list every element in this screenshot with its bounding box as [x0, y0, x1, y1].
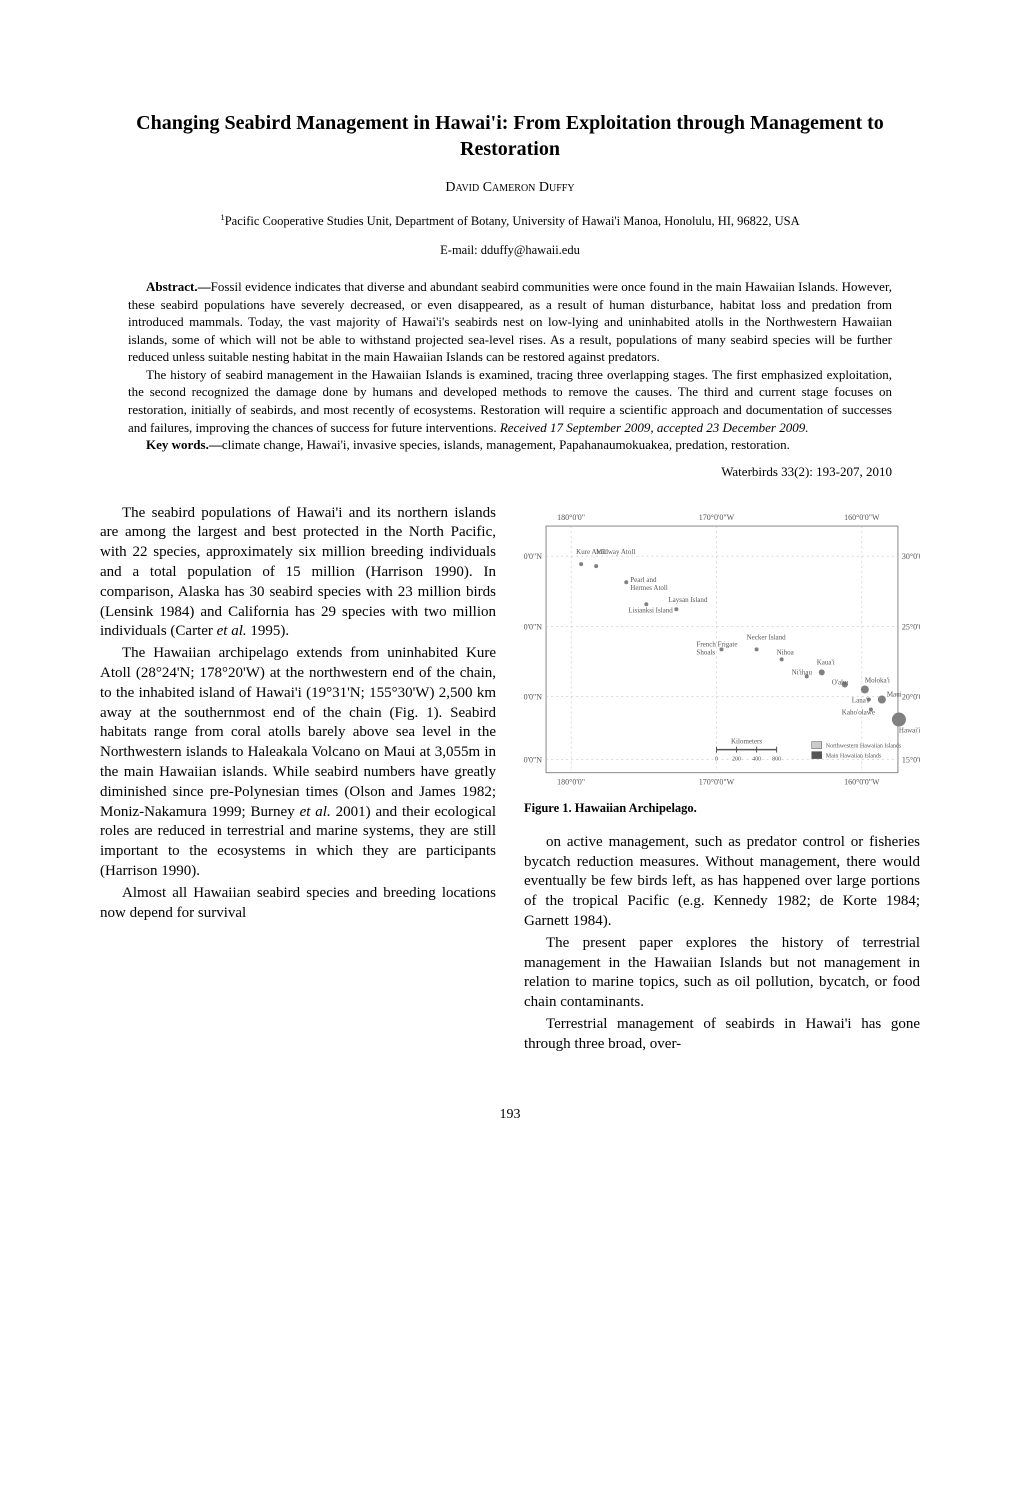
- svg-text:Kaho'olawe: Kaho'olawe: [842, 708, 875, 716]
- svg-text:Maui: Maui: [887, 690, 902, 698]
- svg-text:15°0'0"N: 15°0'0"N: [524, 755, 542, 764]
- page-number: 193: [100, 1107, 920, 1123]
- keywords-text: climate change, Hawai'i, invasive specie…: [222, 437, 790, 452]
- svg-text:O'ahu: O'ahu: [832, 678, 849, 686]
- abstract: Abstract.—Fossil evidence indicates that…: [128, 278, 892, 453]
- article-title: Changing Seabird Management in Hawai'i: …: [100, 110, 920, 162]
- body-p3: Almost all Hawaiian seabird species and …: [100, 884, 496, 924]
- figure-1-caption: Figure 1. Hawaiian Archipelago.: [524, 800, 920, 817]
- svg-text:25°0'0"N: 25°0'0"N: [902, 622, 920, 631]
- svg-text:Hermes Atoll: Hermes Atoll: [630, 584, 668, 592]
- svg-text:Lisianksi Island: Lisianksi Island: [628, 606, 673, 614]
- svg-text:Moloka'i: Moloka'i: [865, 676, 890, 684]
- affiliation: 1Pacific Cooperative Studies Unit, Depar…: [100, 212, 920, 229]
- journal-citation: Waterbirds 33(2): 193-207, 2010: [100, 464, 892, 480]
- svg-text:Main Hawaiian Islands: Main Hawaiian Islands: [826, 753, 882, 759]
- svg-text:30°0'0"N: 30°0'0"N: [524, 552, 542, 561]
- svg-text:Pearl and: Pearl and: [630, 576, 657, 584]
- svg-text:Kilometers: Kilometers: [731, 737, 762, 745]
- svg-text:Ni'ihau: Ni'ihau: [792, 668, 813, 676]
- abstract-p1: Fossil evidence indicates that diverse a…: [128, 279, 892, 364]
- body-p1: The seabird populations of Hawai'i and i…: [100, 504, 496, 643]
- svg-text:Kaua'i: Kaua'i: [817, 658, 835, 666]
- svg-text:160°0'0"W: 160°0'0"W: [844, 777, 880, 786]
- svg-text:800: 800: [772, 756, 781, 762]
- svg-text:180°0'0": 180°0'0": [557, 777, 585, 786]
- svg-text:180°0'0": 180°0'0": [557, 513, 585, 522]
- svg-text:30°0'0"N: 30°0'0"N: [902, 552, 920, 561]
- svg-text:25°0'0"N: 25°0'0"N: [524, 622, 542, 631]
- svg-text:15°0'0"N: 15°0'0"N: [902, 755, 920, 764]
- body-p4: on active management, such as predator c…: [524, 833, 920, 932]
- affiliation-text: Pacific Cooperative Studies Unit, Depart…: [225, 214, 800, 228]
- svg-text:Northwestern Hawaiian Islands: Northwestern Hawaiian Islands: [826, 743, 902, 749]
- body-p6: Terrestrial management of seabirds in Ha…: [524, 1015, 920, 1055]
- svg-text:Necker Island: Necker Island: [747, 633, 787, 641]
- keywords-label: Key words.—: [146, 437, 222, 452]
- abstract-label: Abstract.—: [146, 279, 211, 294]
- right-column: 180°0'0" 180°0'0" 170°0'0"W 170°0'0"W 160°0'…: [524, 504, 920, 1057]
- body-p2: The Hawaiian archipelago extends from un…: [100, 644, 496, 882]
- figure-1: 180°0'0" 180°0'0" 170°0'0"W 170°0'0"W 160°0'…: [524, 504, 920, 817]
- svg-text:170°0'0"W: 170°0'0"W: [699, 777, 735, 786]
- author-name: David Cameron Duffy: [100, 180, 920, 196]
- body-columns: The seabird populations of Hawai'i and i…: [100, 504, 920, 1057]
- svg-text:400: 400: [752, 756, 761, 762]
- svg-text:Shoals: Shoals: [696, 648, 715, 656]
- body-p5: The present paper explores the history o…: [524, 934, 920, 1013]
- svg-text:0: 0: [715, 756, 718, 762]
- svg-text:Lana'i: Lana'i: [852, 696, 869, 704]
- svg-text:20°0'0"N: 20°0'0"N: [902, 692, 920, 701]
- svg-text:170°0'0"W: 170°0'0"W: [699, 513, 735, 522]
- author-email: E-mail: dduffy@hawaii.edu: [100, 243, 920, 258]
- svg-text:160°0'0"W: 160°0'0"W: [844, 513, 880, 522]
- svg-text:Hawai'i: Hawai'i: [899, 726, 920, 734]
- svg-text:Laysan Island: Laysan Island: [668, 596, 708, 604]
- svg-text:Nihoa: Nihoa: [777, 648, 795, 656]
- figure-1-map: 180°0'0" 180°0'0" 170°0'0"W 170°0'0"W 160°0'…: [524, 504, 920, 795]
- svg-text:200: 200: [732, 756, 741, 762]
- left-column: The seabird populations of Hawai'i and i…: [100, 504, 496, 1057]
- svg-text:20°0'0"N: 20°0'0"N: [524, 692, 542, 701]
- svg-text:French Frigate: French Frigate: [696, 640, 737, 648]
- svg-text:Midway Atoll: Midway Atoll: [596, 548, 635, 556]
- abstract-received: Received 17 September 2009, accepted 23 …: [500, 420, 809, 435]
